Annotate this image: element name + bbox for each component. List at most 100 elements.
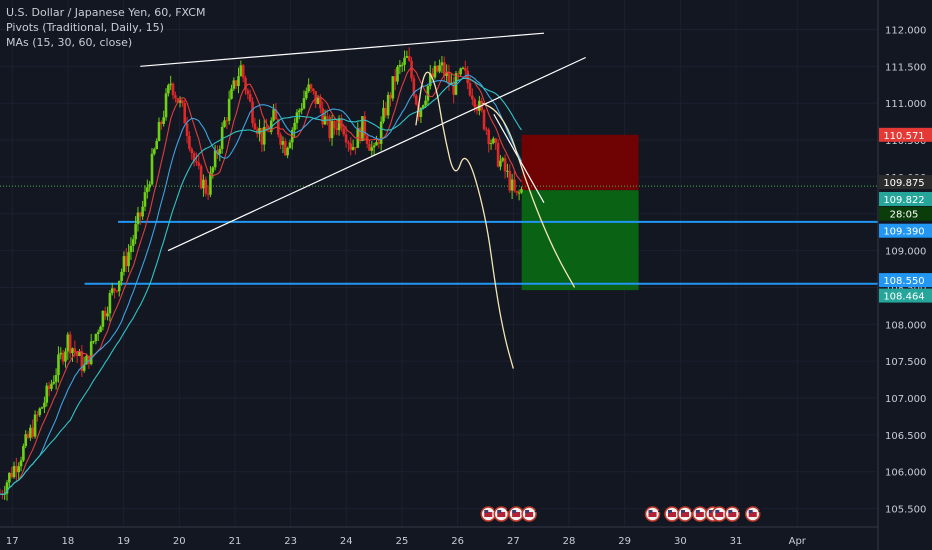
grid (0, 0, 878, 527)
candle-up (101, 310, 105, 331)
candle-up (24, 430, 28, 449)
candle-down (61, 349, 65, 365)
candle-up (141, 200, 144, 220)
flag-stripes (748, 512, 757, 517)
candle-body (468, 83, 472, 96)
candle-down (496, 138, 500, 168)
candle-body (482, 109, 486, 130)
candle-up (391, 76, 395, 102)
time-axis[interactable]: 17 18 19 20 21 23 24 25 26 27 28 29 30 31 Apr (6, 536, 807, 547)
moving-averages-label[interactable]: MAs (15, 30, 60, close) (6, 36, 133, 49)
economic-event-flag-icon[interactable]: 2 (677, 505, 696, 522)
stop-loss-zone[interactable] (521, 134, 639, 191)
economic-event-flag-icon[interactable]: 3 (521, 505, 540, 522)
candle-body (230, 88, 233, 99)
candle-body (8, 472, 11, 483)
candle-body (335, 128, 339, 131)
candle-up (370, 141, 374, 157)
candle-body (117, 280, 121, 292)
candle-body (174, 95, 177, 99)
event-markers[interactable]: 447338227815 (480, 505, 764, 522)
candle-up (351, 139, 355, 151)
flag-stripes (648, 512, 657, 517)
candle-body (316, 97, 320, 104)
horizontal-lines[interactable] (0, 185, 878, 285)
candle-up (506, 163, 509, 178)
moving-average-line (0, 66, 522, 495)
candle-up (57, 346, 60, 383)
time-tick-label: 18 (62, 536, 75, 547)
trendline[interactable] (140, 32, 544, 67)
candle-body (319, 97, 322, 109)
flag-canton (748, 510, 753, 513)
candle-down (103, 306, 107, 321)
candle-body (64, 351, 67, 362)
candle-body (127, 252, 130, 267)
candle-body (365, 135, 369, 145)
candle-body (269, 120, 273, 132)
flag-canton (668, 510, 673, 513)
candle-body (389, 94, 392, 99)
time-tick-label: Apr (789, 536, 807, 547)
candle-up (157, 117, 161, 142)
candle-body (199, 165, 203, 189)
candle-body (503, 158, 507, 172)
drawings[interactable] (140, 32, 586, 369)
candle-body (445, 72, 448, 76)
candle-up (106, 306, 109, 321)
candle-up (12, 461, 16, 479)
candle-body (162, 117, 165, 124)
candle-body (326, 116, 329, 118)
economic-event-flag-icon[interactable]: 4 (493, 505, 512, 522)
projection-path[interactable] (415, 71, 514, 369)
candle-body (241, 65, 245, 78)
candle-body (501, 158, 505, 161)
time-tick-label: 19 (117, 536, 130, 547)
candle-up (89, 333, 93, 366)
candle-body (370, 147, 374, 151)
economic-event-flag-icon[interactable]: 1 (724, 505, 743, 522)
candle-body (96, 332, 100, 335)
time-tick-label: 30 (674, 536, 687, 547)
economic-event-flag-icon[interactable]: 5 (744, 505, 764, 522)
candle-up (269, 117, 273, 135)
candle-body (15, 466, 18, 473)
candle-body (185, 123, 189, 136)
pivots-indicator-label[interactable]: Pivots (Traditional, Daily, 15) (6, 21, 164, 34)
candle-body (298, 110, 301, 113)
position-zones[interactable] (521, 134, 639, 291)
candle-up (272, 104, 275, 122)
candle-down (312, 88, 315, 95)
time-tick-label: 23 (284, 536, 297, 547)
candle-body (87, 355, 91, 365)
candle-up (302, 90, 306, 110)
candle-body (131, 239, 135, 246)
candle-body (234, 80, 238, 86)
projection-path[interactable] (482, 102, 576, 288)
candle-body (66, 334, 70, 352)
candle-down (328, 114, 332, 142)
candle-body (447, 72, 451, 85)
candle-body (157, 122, 161, 142)
chart-legend: U.S. Dollar / Japanese Yen, 60, FXCM Piv… (6, 5, 205, 50)
candle-body (464, 67, 467, 71)
candle-body (82, 364, 86, 371)
candle-body (265, 126, 268, 132)
take-profit-zone[interactable] (521, 190, 639, 291)
economic-event-flag-icon[interactable]: 3 (644, 505, 664, 522)
trendline[interactable] (167, 56, 586, 252)
candle-down (513, 171, 516, 193)
candle-up (459, 67, 462, 77)
symbol-title[interactable]: U.S. Dollar / Japanese Yen, 60, FXCM (6, 6, 206, 19)
candle-body (223, 120, 226, 127)
candle-down (171, 82, 175, 100)
candle-body (330, 121, 334, 139)
candle-body (328, 117, 332, 139)
candle-down (494, 137, 498, 150)
candle-body (134, 224, 137, 240)
candle-up (510, 173, 514, 200)
candle-body (146, 187, 149, 193)
candle-body (281, 141, 285, 145)
candle-down (174, 91, 177, 103)
